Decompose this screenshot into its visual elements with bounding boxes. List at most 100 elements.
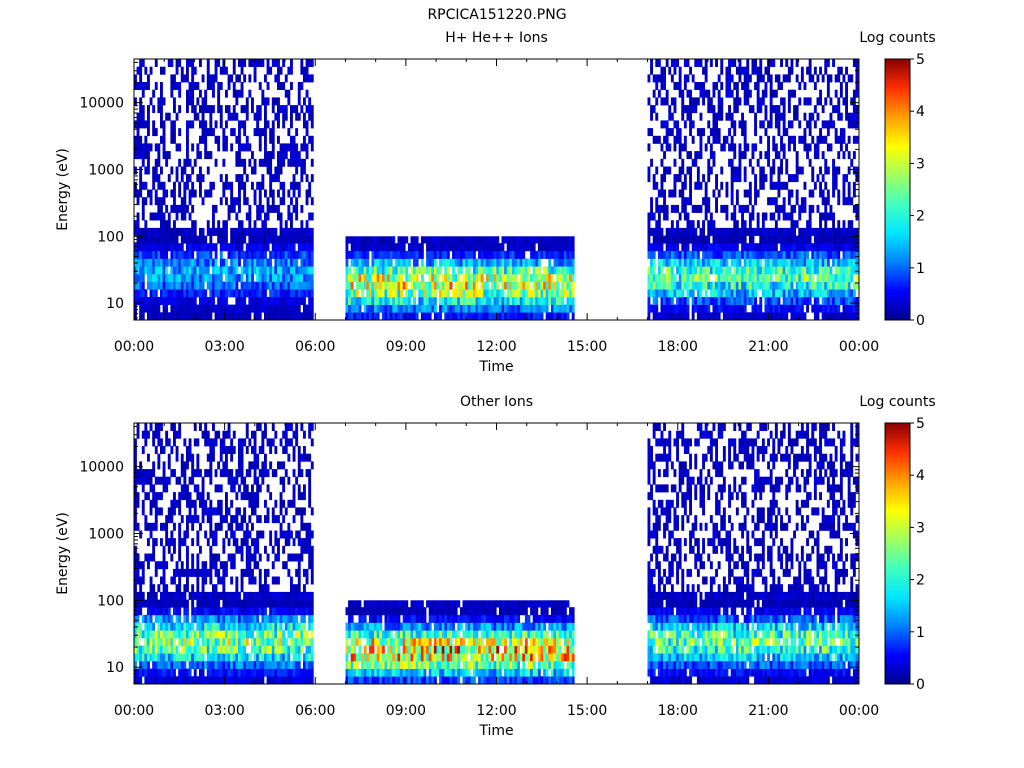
spectrogram-cell [537,266,541,275]
spectrogram-cell [214,289,218,298]
spectrogram-cell [683,105,687,114]
spectrogram-cell [787,120,791,129]
spectrogram-cell [204,507,208,516]
spectrogram-cell [136,645,140,654]
spectrogram-cell [178,676,182,685]
spectrogram-cell [277,289,280,298]
spectrogram-cell [353,266,357,275]
spectrogram-cell [795,158,799,167]
spectrogram-cell [149,484,153,493]
spectrogram-cell [420,266,424,275]
spectrogram-cell [772,89,776,98]
spectrogram-cell [681,89,685,98]
spectrogram-cell [152,522,156,531]
spectrogram-cell [230,243,234,252]
spectrogram-cell [803,197,807,206]
spectrogram-cell [647,297,651,305]
spectrogram-cell [423,304,427,313]
spectrogram-cell [196,243,200,252]
spectrogram-cell [186,499,189,508]
spectrogram-cell [295,105,299,114]
spectrogram-cell [824,158,828,167]
spectrogram-cell [676,289,679,298]
spectrogram-cell [238,289,241,298]
spectrogram-cell [274,243,278,252]
spectrogram-cell [134,446,137,454]
spectrogram-cell [722,289,726,298]
spectrogram-cell [761,250,765,259]
spectrogram-cell [780,235,783,244]
spectrogram-cell [506,281,510,290]
spectrogram-cell [694,243,698,252]
spectrogram-cell [178,637,182,646]
spectrogram-cell [686,197,690,206]
spectrogram-cell [735,289,739,298]
spectrogram-cell [348,281,351,290]
spectrogram-cell [558,273,562,282]
spectrogram-cell [855,89,859,98]
spectrogram-cell [462,250,466,259]
spectrogram-cell [235,250,239,259]
spectrogram-cell [754,197,757,206]
spectrogram-cell [162,645,166,654]
spectrogram-cell [702,128,705,137]
spectrogram-cell [212,273,215,282]
spectrogram-cell [371,243,375,252]
spectrogram-cell [243,227,247,236]
spectrogram-cell [191,584,195,593]
spectrogram-cell [379,289,383,298]
spectrogram-cell [509,236,513,244]
spectrogram-cell [852,227,856,236]
spectrogram-cell [717,227,721,236]
spectrogram-cell [824,204,828,213]
spectrogram-cell [769,243,773,252]
spectrogram-cell [813,235,817,244]
spectrogram-cell [678,189,682,198]
spectrogram-cell [227,74,231,83]
spectrogram-cell [214,281,218,290]
spectrogram-cell [717,74,721,83]
spectrogram-cell [504,266,507,275]
spectrogram-cell [196,174,200,183]
spectrogram-cell [803,112,807,121]
spectrogram-cell [256,59,260,67]
spectrogram-cell [305,128,309,137]
spectrogram-cell [522,312,526,321]
spectrogram-cell [165,614,169,623]
spectrogram-cell [702,273,705,282]
spectrogram-cell [472,236,476,244]
spectrogram-cell [191,258,195,267]
spectrogram-cell [647,227,651,236]
spectrogram-cell [413,281,416,290]
spectrogram-cell [199,522,202,531]
spectrogram-cell [157,423,161,431]
spectrogram-cell [162,607,166,616]
spectrogram-cell [204,97,208,106]
spectrogram-cell [355,258,359,267]
spectrogram-cell [475,304,479,313]
spectrogram-cell [480,258,484,267]
spectrogram-cell [180,453,184,462]
spectrogram-cell [696,181,700,190]
spectrogram-cell [154,614,158,623]
spectrogram-cell [147,538,150,547]
spectrogram-cell [548,281,552,290]
spectrogram-cell [402,250,406,259]
colorbar-band [885,132,910,136]
spectrogram-cell [193,630,197,639]
spectrogram-cell [147,561,150,570]
spectrogram-cell [735,197,739,206]
spectrogram-cell [748,235,752,244]
spectrogram-cell [287,143,291,152]
spectrogram-cell [712,289,716,298]
spectrogram-cell [170,74,174,83]
spectrogram-cell [214,538,218,547]
spectrogram-cell [256,273,260,282]
spectrogram-cell [691,74,695,83]
spectrogram-cell [668,304,672,313]
spectrogram-cell [715,304,718,313]
spectrogram-cell [178,499,182,508]
spectrogram-cell [413,258,416,267]
spectrogram-cell [444,258,448,267]
spectrogram-cell [139,599,143,608]
